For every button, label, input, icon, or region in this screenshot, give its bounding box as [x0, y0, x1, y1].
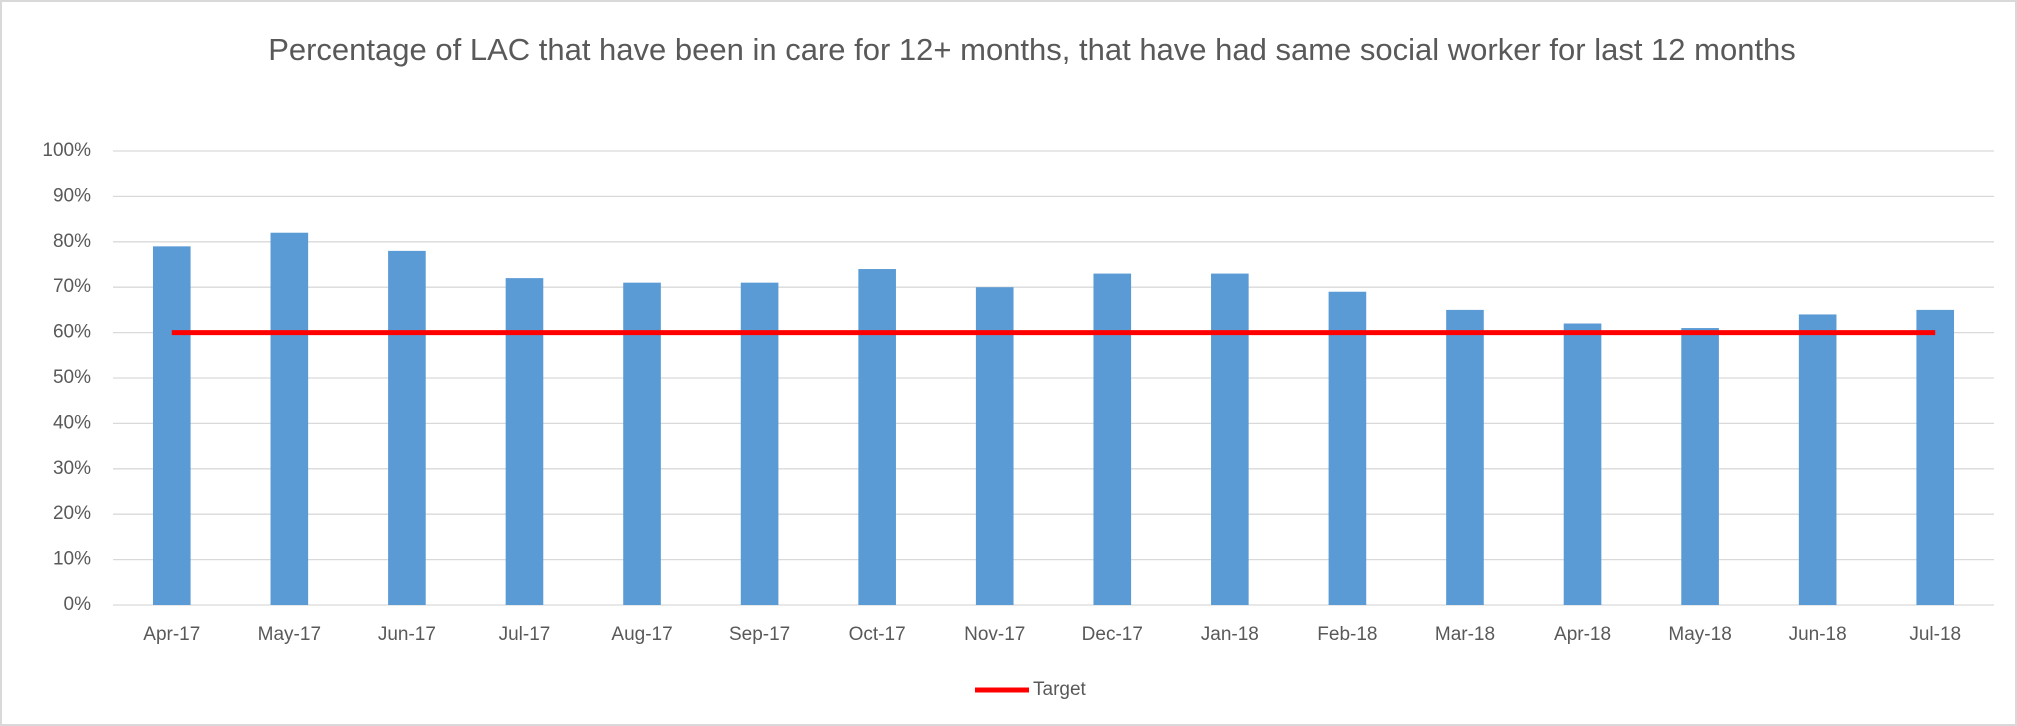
y-tick-label: 90%	[53, 185, 91, 206]
x-tick-label: Sep-17	[729, 624, 790, 645]
y-tick-label: 60%	[53, 322, 91, 343]
chart-title: Percentage of LAC that have been in care…	[268, 32, 1796, 67]
y-tick-label: 50%	[53, 367, 91, 388]
y-tick-label: 10%	[53, 549, 91, 570]
bar	[1211, 273, 1249, 605]
bar	[623, 282, 661, 605]
x-tick-label: Feb-18	[1317, 624, 1377, 645]
bar	[740, 282, 779, 605]
bar	[152, 246, 191, 605]
bar	[505, 278, 544, 605]
y-tick-label: 20%	[53, 503, 91, 524]
bar	[1916, 309, 1955, 605]
x-tick-label: Apr-17	[143, 624, 200, 645]
x-tick-label: Aug-17	[611, 624, 672, 645]
x-tick-label: May-17	[258, 624, 321, 645]
bar	[1093, 273, 1132, 605]
x-tick-label: Jul-17	[499, 624, 551, 645]
x-tick-label: Mar-18	[1435, 624, 1495, 645]
bar	[388, 250, 426, 605]
x-tick-label: Dec-17	[1082, 624, 1143, 645]
bar	[975, 287, 1014, 605]
bar	[1563, 323, 1602, 605]
bar	[1328, 291, 1367, 605]
bar	[1446, 309, 1484, 605]
y-tick-label: 80%	[53, 231, 91, 252]
x-tick-label: May-18	[1668, 624, 1731, 645]
bar	[1681, 328, 1719, 605]
x-tick-label: Jan-18	[1201, 624, 1259, 645]
x-tick-label: Nov-17	[964, 624, 1025, 645]
y-tick-label: 100%	[42, 140, 91, 161]
x-tick-label: Jul-18	[1909, 624, 1961, 645]
x-tick-label: Jun-18	[1789, 624, 1847, 645]
legend-label: Target	[1033, 679, 1087, 700]
x-tick-label: Apr-18	[1554, 624, 1611, 645]
bar	[858, 269, 896, 605]
x-tick-label: Oct-17	[849, 624, 906, 645]
bar	[1798, 314, 1837, 605]
y-tick-label: 40%	[53, 412, 91, 433]
y-tick-label: 30%	[53, 458, 91, 479]
x-tick-label: Jun-17	[378, 624, 436, 645]
bar	[270, 232, 309, 605]
y-tick-label: 0%	[64, 594, 92, 615]
y-tick-label: 70%	[53, 276, 91, 297]
